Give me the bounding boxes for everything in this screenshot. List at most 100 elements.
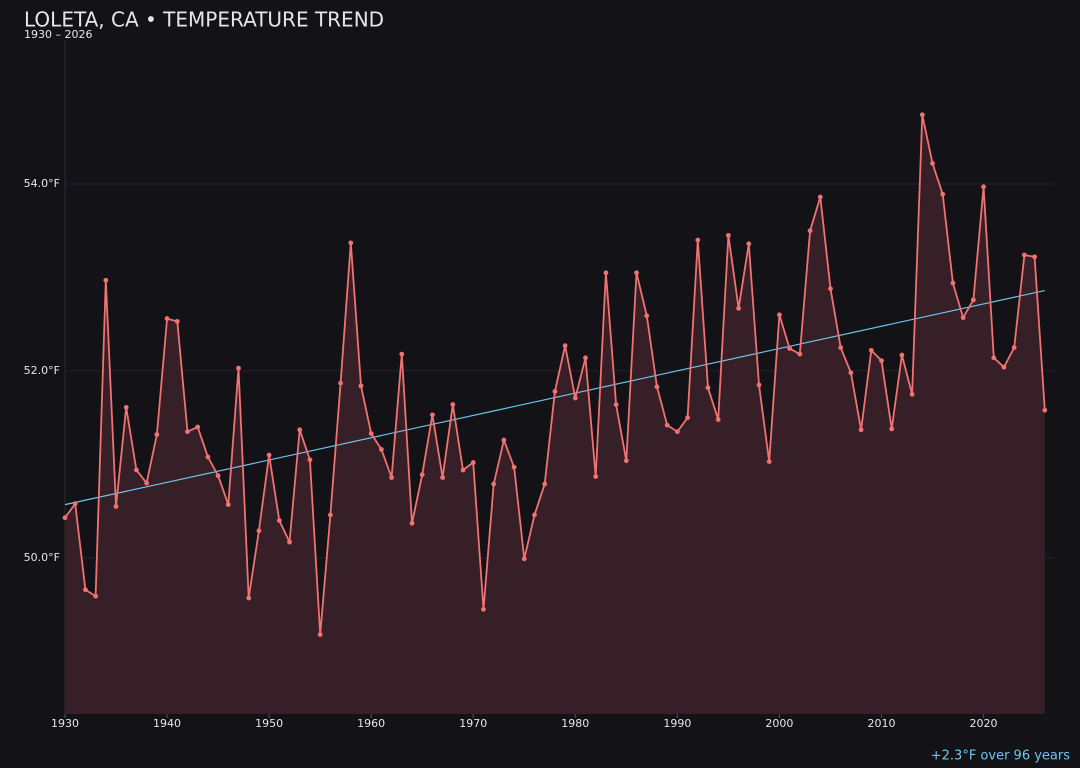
point <box>307 457 313 463</box>
point <box>828 286 833 292</box>
point <box>470 460 476 465</box>
point <box>276 518 282 523</box>
point <box>940 191 946 197</box>
point <box>726 232 731 238</box>
point <box>981 184 986 190</box>
point <box>787 346 793 351</box>
point <box>848 370 854 376</box>
area <box>65 114 1045 715</box>
point <box>899 352 905 358</box>
point <box>807 228 813 234</box>
point <box>1042 407 1048 413</box>
point <box>501 437 507 443</box>
point <box>756 382 762 388</box>
point <box>185 429 190 435</box>
x-tick-label: 1960 <box>357 717 385 730</box>
point <box>858 427 864 433</box>
point <box>715 417 721 422</box>
point <box>154 432 160 437</box>
point <box>460 467 466 473</box>
x-tick-label: 1930 <box>51 717 79 730</box>
x-tick-label: 2010 <box>867 717 895 730</box>
point <box>419 472 425 478</box>
point <box>542 481 548 487</box>
point <box>93 593 99 599</box>
point <box>215 473 221 479</box>
point <box>777 312 782 318</box>
point <box>338 380 343 386</box>
point <box>736 305 742 311</box>
point <box>389 475 394 480</box>
point <box>991 355 997 361</box>
point <box>205 454 211 460</box>
point <box>746 241 752 247</box>
x-tick-label: 1970 <box>459 717 487 730</box>
point <box>572 395 578 401</box>
point <box>1011 345 1017 350</box>
chart-subtitle: 1930 – 2026 <box>24 28 92 41</box>
point <box>491 481 497 487</box>
point <box>613 402 619 407</box>
point <box>62 515 68 521</box>
point <box>236 365 241 371</box>
point <box>583 355 588 361</box>
point <box>358 383 364 389</box>
point <box>838 345 844 350</box>
point <box>409 520 415 526</box>
point <box>256 528 262 534</box>
point <box>766 459 772 465</box>
chart-title: LOLETA, CA • TEMPERATURE TREND <box>24 8 384 32</box>
point <box>970 297 976 303</box>
point <box>113 504 119 509</box>
point <box>644 313 650 319</box>
point <box>562 343 568 349</box>
point <box>1021 252 1027 258</box>
point <box>674 429 680 435</box>
point <box>195 424 201 430</box>
x-tick-label: 1940 <box>153 717 181 730</box>
x-tick-label: 1980 <box>561 717 589 730</box>
point <box>1001 364 1007 370</box>
point <box>368 431 374 436</box>
annotation: +2.3°F over 96 years <box>931 749 1070 764</box>
point <box>327 512 333 518</box>
point <box>83 587 88 593</box>
point <box>440 475 446 480</box>
x-tick-label: 2020 <box>970 717 998 730</box>
point <box>348 240 354 246</box>
point <box>378 447 384 452</box>
point <box>103 277 109 283</box>
point <box>287 539 292 545</box>
point <box>695 237 701 243</box>
point <box>879 358 884 364</box>
point <box>930 160 935 166</box>
point <box>664 422 670 428</box>
point <box>950 280 956 286</box>
point <box>552 389 558 394</box>
y-tick-label: 54.0°F <box>24 177 60 190</box>
point <box>297 427 303 433</box>
point <box>72 501 78 507</box>
point <box>134 467 139 473</box>
point <box>797 351 803 357</box>
point <box>1032 254 1037 260</box>
point <box>623 458 629 464</box>
x-tick-label: 2000 <box>765 717 793 730</box>
point <box>225 502 231 508</box>
point <box>450 402 456 407</box>
point <box>511 464 517 470</box>
point <box>705 385 711 391</box>
point <box>174 318 180 324</box>
point <box>123 404 129 410</box>
y-tick-label: 52.0°F <box>24 364 60 377</box>
point <box>399 351 405 357</box>
point <box>634 270 639 276</box>
point <box>521 556 527 562</box>
point <box>909 391 915 397</box>
point <box>481 606 486 612</box>
point <box>593 474 599 479</box>
point <box>532 512 537 518</box>
point <box>603 270 609 276</box>
